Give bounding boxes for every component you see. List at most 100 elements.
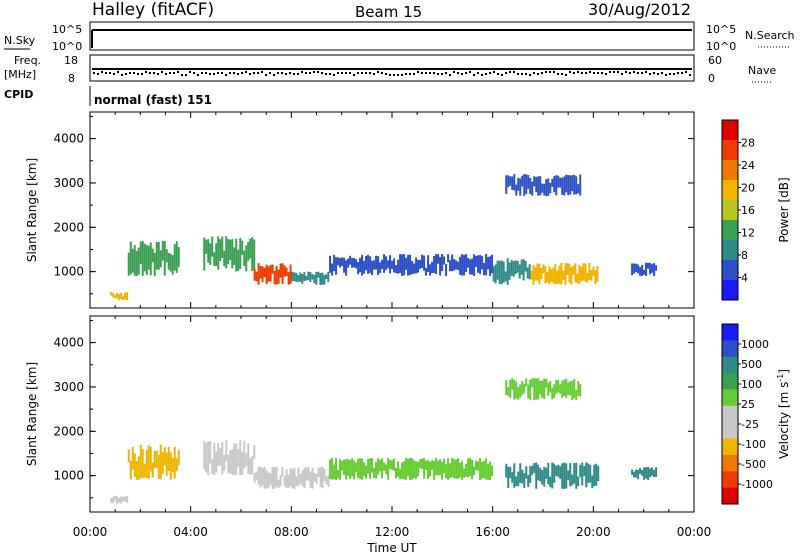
velocity-echo-cell (295, 476, 298, 486)
velocity-echo-cell (567, 470, 570, 481)
power-echo-cell (467, 257, 470, 268)
power-echo-cell (229, 239, 232, 261)
y-tick-label: 2000 (53, 220, 84, 234)
nave-dot (405, 73, 407, 75)
velocity-echo-cell (577, 476, 580, 487)
power-echo-cell (553, 176, 556, 193)
power-echo-cell (133, 245, 136, 276)
power-echo-cell (433, 255, 436, 273)
x-tick-label: 04:00 (173, 525, 208, 539)
power-echo-cell (500, 260, 503, 285)
freq-unit-label: [MHz] (4, 68, 36, 81)
velocity-echo-cell (413, 460, 416, 479)
power-echo-cell (463, 255, 466, 276)
power-echo-cell (594, 270, 597, 285)
nave-dot (677, 72, 679, 74)
nave-dot (221, 72, 223, 74)
velocity-echo-cell (403, 461, 406, 480)
velocity-echo-cell (147, 445, 150, 479)
power-colorbar-swatch (722, 240, 738, 261)
velocity-echo-cell (116, 496, 119, 504)
power-echo-cell (313, 274, 316, 284)
velocity-echo-cell (557, 464, 560, 477)
power-echo-cell (143, 243, 146, 272)
power-colorbar-tick-label: 20 (741, 182, 755, 195)
velocity-echo-cell (265, 470, 268, 489)
velocity-echo-cell (549, 380, 552, 393)
velocity-echo-cell (539, 380, 542, 395)
nave-dot (553, 71, 555, 73)
nave-dot (397, 74, 399, 76)
nave-dot (385, 73, 387, 75)
nsky-strip-frame (89, 21, 695, 51)
nave-dot (173, 72, 175, 74)
power-echo-cell (475, 255, 478, 267)
velocity-echo-cell (131, 446, 134, 470)
velocity-echo-cell (433, 460, 436, 480)
velocity-colorbar-swatch (722, 487, 738, 505)
power-echo-cell (510, 259, 513, 276)
nsearch-label: N.Search (745, 29, 795, 42)
velocity-panel-frame (89, 315, 695, 513)
power-echo-cell (297, 275, 300, 282)
nave-dot (345, 72, 347, 74)
nave-dot (529, 74, 531, 76)
nave-dot (193, 72, 195, 74)
velocity-echo-cell (137, 456, 140, 480)
power-echo-cell (520, 259, 523, 275)
velocity-echo-cell (575, 462, 578, 489)
nave-dot (669, 73, 671, 75)
nave-dot (185, 74, 187, 76)
power-echo-cell (319, 273, 322, 285)
power-echo-cell (572, 265, 575, 275)
power-echo-cell (537, 176, 540, 196)
velocity-echo-cell (529, 466, 532, 483)
velocity-echo-cell (483, 460, 486, 478)
velocity-echo-cell (513, 379, 516, 400)
power-panel: 1000 2000 3000 4000 Slant Range [km] (25, 111, 695, 309)
velocity-echo-cell (321, 466, 324, 489)
power-echo-cell (521, 175, 524, 187)
power-echo-cell (339, 258, 342, 268)
power-echo-cell (237, 249, 240, 271)
power-echo-cell (643, 269, 646, 275)
power-echo-cell (539, 176, 542, 196)
power-echo-cell (393, 258, 396, 273)
velocity-echo-cell (469, 457, 472, 477)
power-echo-cell (221, 236, 224, 259)
nave-dot (661, 72, 663, 74)
velocity-echo-cell (517, 386, 520, 400)
velocity-echo-region (253, 466, 330, 489)
velocity-echo-cell (229, 450, 232, 474)
power-echo-cell (471, 258, 474, 275)
nave-dot (341, 72, 343, 74)
nave-dots (93, 71, 691, 76)
power-echo-cell (508, 262, 511, 280)
nave-dot (689, 74, 691, 76)
power-echo-cell (331, 263, 334, 276)
velocity-echo-cell (329, 459, 332, 479)
nave-dot (601, 72, 603, 74)
y-tick-label: 4000 (53, 132, 84, 146)
velocity-echo-cell (461, 460, 464, 480)
power-echo-cell (347, 258, 350, 268)
nave-dot (681, 72, 683, 74)
power-echo-cell (635, 263, 638, 273)
velocity-echo-cell (399, 468, 402, 480)
nave-dot (113, 73, 115, 75)
velocity-echo-region (110, 495, 129, 504)
power-echo-cell (491, 254, 494, 274)
velocity-colorbar-swatch (722, 324, 738, 341)
power-echo-cell (387, 260, 390, 269)
power-echo-cell (492, 266, 495, 282)
velocity-echo-cell (553, 463, 556, 483)
power-echo-cell (637, 264, 640, 274)
power-echo-cell (120, 292, 123, 299)
velocity-echo-cell (349, 460, 352, 479)
power-echo-region (110, 291, 129, 301)
velocity-echo-cell (203, 440, 206, 470)
velocity-colorbar-swatch (722, 389, 738, 407)
velocity-echo-cell (573, 379, 576, 399)
power-echo-cell (453, 259, 456, 271)
x-tick-label: 00:00 (73, 525, 108, 539)
